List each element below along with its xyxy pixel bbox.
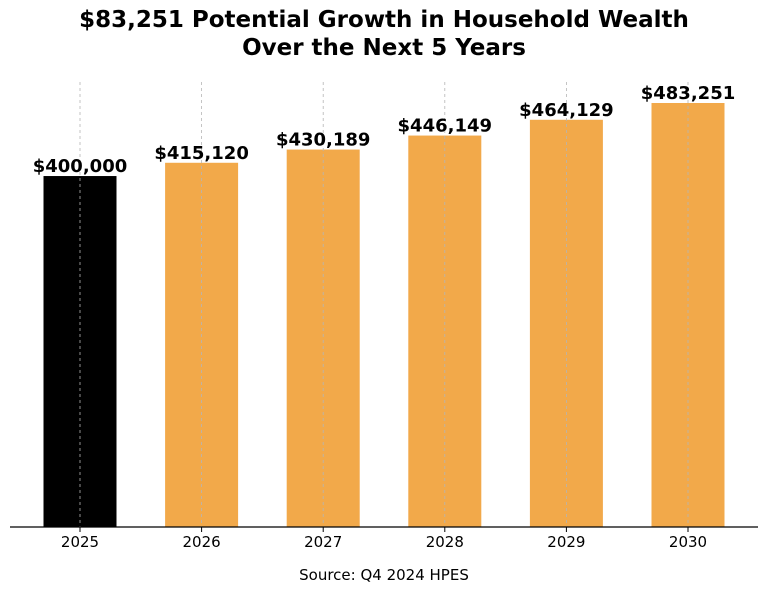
data-label-2026: $415,120 <box>154 143 249 164</box>
data-label-2028: $446,149 <box>398 116 493 137</box>
tick-label-2030: 2030 <box>669 533 707 551</box>
chart-title-line-2: Over the Next 5 Years <box>242 35 526 61</box>
source-note: Source: Q4 2024 HPES <box>299 566 469 584</box>
chart-title-line-1: $83,251 Potential Growth in Household We… <box>79 7 689 33</box>
chart-title: $83,251 Potential Growth in Household We… <box>0 6 768 62</box>
data-label-2025: $400,000 <box>33 156 128 177</box>
tick-label-2026: 2026 <box>183 533 221 551</box>
tick-label-2028: 2028 <box>426 533 464 551</box>
tick-label-2025: 2025 <box>61 533 99 551</box>
tick-label-2027: 2027 <box>304 533 342 551</box>
data-label-2029: $464,129 <box>519 100 614 121</box>
data-label-2027: $430,189 <box>276 130 371 151</box>
bar-2027 <box>286 149 360 528</box>
tick-label-2029: 2029 <box>547 533 585 551</box>
data-label-2030: $483,251 <box>641 83 736 104</box>
